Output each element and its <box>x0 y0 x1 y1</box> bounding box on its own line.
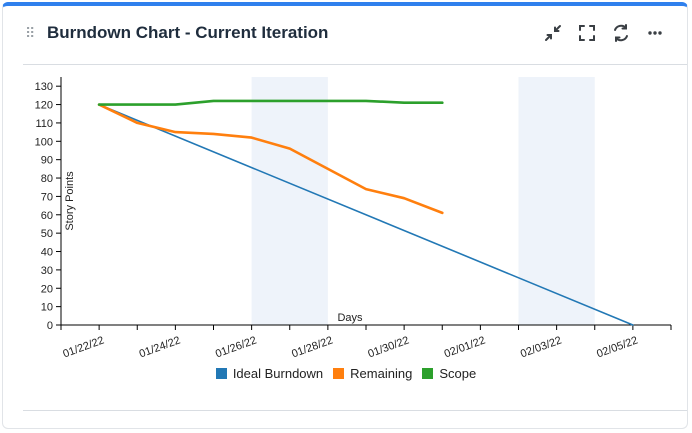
y-tick-label: 40 <box>41 247 53 259</box>
y-tick-label: 10 <box>41 302 53 314</box>
x-tick-label: 01/30/22 <box>366 334 410 360</box>
x-tick-label: 02/03/22 <box>519 334 563 360</box>
widget-header: ⠿ Burndown Chart - Current Iteration <box>3 6 687 62</box>
legend-label: Ideal Burndown <box>232 366 324 381</box>
y-tick-label: 110 <box>35 118 53 130</box>
drag-handle-icon[interactable]: ⠿ <box>25 25 37 41</box>
more-icon[interactable] <box>645 23 665 43</box>
legend-item[interactable]: Ideal Burndown <box>215 366 324 381</box>
series-line-scope <box>97 99 444 106</box>
y-tick-label: 80 <box>41 173 53 185</box>
series-line-ideal-burndown <box>98 103 634 326</box>
y-axis-label: Story Points <box>64 171 76 231</box>
y-tick-label: 60 <box>41 210 53 222</box>
footer-divider <box>23 410 687 411</box>
y-tick-label: 100 <box>35 136 53 148</box>
x-tick-label: 01/28/22 <box>290 334 334 360</box>
legend-label: Scope <box>439 366 477 381</box>
y-tick-label: 90 <box>41 155 53 167</box>
weekend-band <box>518 77 595 325</box>
y-tick-label: 20 <box>41 283 53 295</box>
x-tick-label: 02/05/22 <box>595 334 639 360</box>
legend-label: Remaining <box>350 366 413 381</box>
legend-item[interactable]: Remaining <box>333 366 412 381</box>
collapse-icon[interactable] <box>543 23 563 43</box>
x-tick-label: 01/26/22 <box>214 334 258 360</box>
chart-legend: Ideal Burndown Remaining Scope <box>0 366 692 381</box>
y-tick-label: 120 <box>35 100 53 112</box>
header-divider <box>23 64 687 65</box>
x-tick-label: 01/22/22 <box>61 334 105 360</box>
legend-swatch <box>422 368 434 379</box>
widget-toolbar <box>543 23 665 43</box>
x-axis-label: Days <box>337 312 363 324</box>
y-tick-label: 130 <box>35 81 53 93</box>
y-tick-label: 50 <box>41 228 53 240</box>
series-line-remaining <box>97 103 444 215</box>
x-tick-label: 01/24/22 <box>138 334 182 360</box>
y-tick-label: 0 <box>47 320 53 332</box>
legend-swatch <box>215 368 227 379</box>
legend-item[interactable]: Scope <box>422 366 476 381</box>
y-tick-label: 70 <box>41 191 53 203</box>
x-tick-label: 02/01/22 <box>443 334 487 360</box>
widget-title: Burndown Chart - Current Iteration <box>47 23 329 42</box>
legend-swatch <box>333 368 345 379</box>
y-tick-label: 30 <box>41 265 53 277</box>
refresh-icon[interactable] <box>611 23 631 43</box>
weekend-band <box>251 77 328 325</box>
fullscreen-icon[interactable] <box>577 23 597 43</box>
